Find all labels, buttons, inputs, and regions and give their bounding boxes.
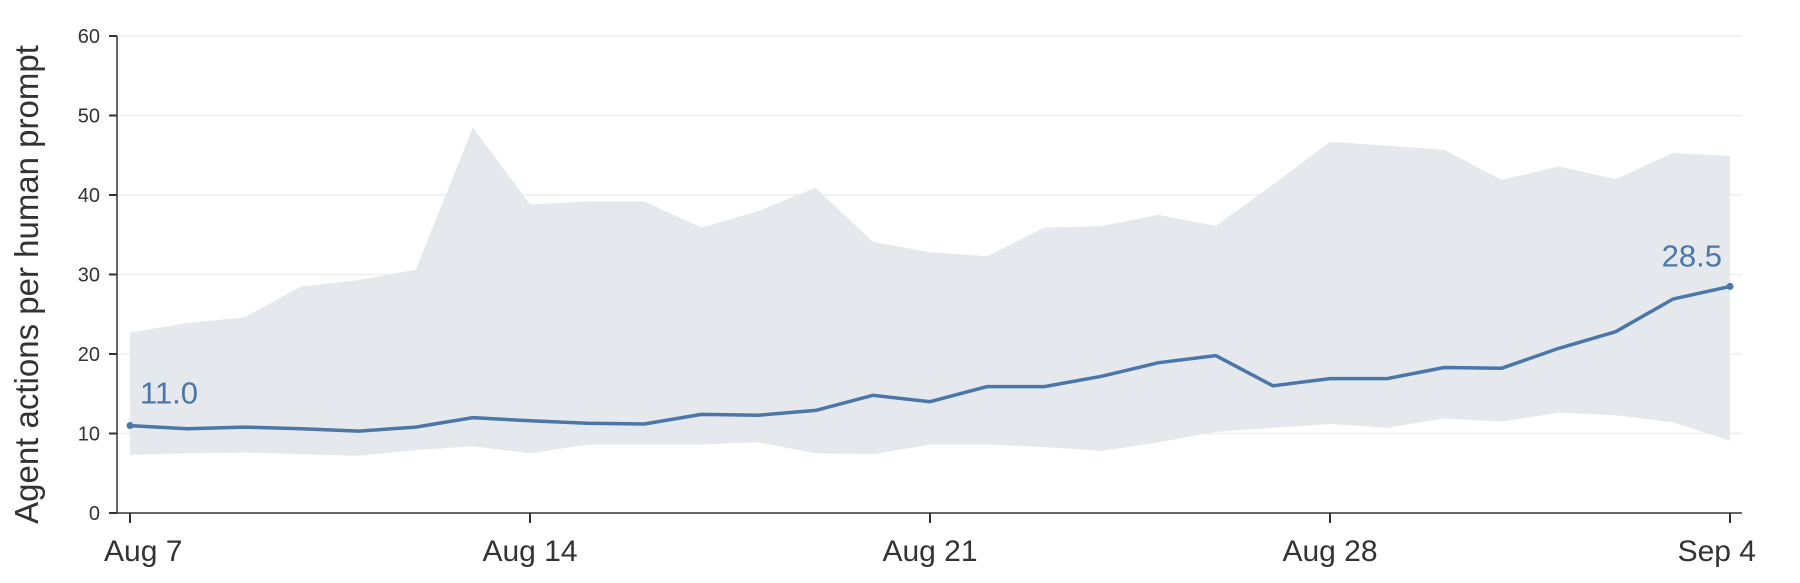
- y-tick-label: 30: [78, 265, 100, 287]
- x-tick-label: Aug 21: [882, 535, 977, 568]
- y-tick-label: 0: [89, 503, 100, 525]
- start-point: [126, 422, 134, 430]
- end-value-label: 28.5: [1662, 238, 1722, 273]
- y-tick-label: 40: [78, 185, 100, 207]
- y-ticks: 0 10 20 30 40 50 60: [78, 26, 117, 525]
- series-line: [129, 284, 1731, 433]
- y-tick-label: 60: [78, 26, 100, 48]
- end-point: [1726, 282, 1734, 290]
- x-ticks: Aug 7 Aug 14 Aug 21 Aug 28 Sep 4: [104, 513, 1756, 568]
- y-axis-title: Agent actions per human prompt: [8, 45, 45, 524]
- y-tick-label: 10: [78, 424, 100, 446]
- y-tick-label: 20: [78, 344, 100, 366]
- start-value-label: 11.0: [140, 376, 198, 411]
- x-tick-label: Aug 28: [1282, 535, 1377, 568]
- range-band: [130, 127, 1730, 456]
- x-tick-label: Aug 7: [104, 535, 182, 568]
- x-tick-label: Sep 4: [1678, 535, 1756, 568]
- y-tick-label: 50: [78, 106, 100, 128]
- x-tick-label: Aug 14: [482, 535, 577, 568]
